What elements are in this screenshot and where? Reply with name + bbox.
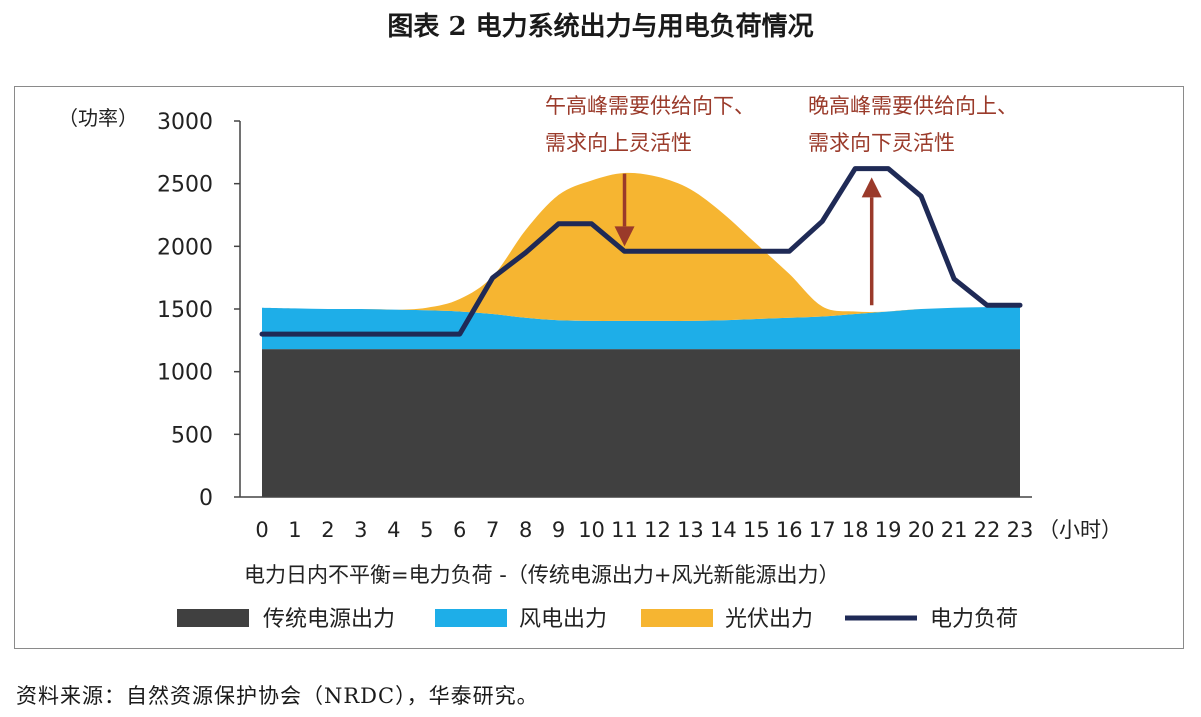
x-tick-label: 3 [354,518,367,542]
annotation-line1: 午高峰需要供给向下、 [545,94,755,118]
x-tick-label: 17 [809,518,836,542]
legend-swatch [435,609,507,627]
annotation-line2: 需求向下灵活性 [808,131,955,155]
y-tick-label: 0 [199,486,213,511]
imbalance-formula: 电力日内不平衡=电力负荷 -（传统电源出力+风光新能源出力） [244,563,839,587]
annotation-line2: 需求向上灵活性 [545,131,692,155]
y-tick-label: 1500 [157,298,213,323]
legend-label: 电力负荷 [930,607,1018,632]
x-tick-label: 6 [453,518,466,542]
x-tick-label: 16 [776,518,803,542]
annotation-arrow-head [861,177,882,198]
legend-label: 光伏出力 [725,607,813,632]
x-tick-label: 18 [842,518,869,542]
x-tick-label: 7 [486,518,499,542]
x-tick-label: 19 [875,518,902,542]
legend-label: 传统电源出力 [263,607,395,632]
y-axis-label: （功率） [58,106,138,130]
x-tick-label: 22 [974,518,1001,542]
x-tick-label: 23 [1007,518,1034,542]
x-tick-label: 4 [387,518,400,542]
legend-swatch [177,609,249,627]
x-tick-label: 2 [321,518,334,542]
x-tick-label: 12 [644,518,671,542]
x-tick-label: 11 [611,518,638,542]
load-line [259,166,1023,337]
x-tick-label: 0 [255,518,268,542]
x-tick-label: 1 [288,518,301,542]
y-tick-label: 1000 [157,361,213,386]
source-note: 资料来源：自然资源保护协会（NRDC），华泰研究。 [16,684,539,708]
chart-title: 图表 2 电力系统出力与用电负荷情况 [387,12,814,42]
legend-label: 风电出力 [519,607,607,632]
y-tick-label: 2500 [157,173,213,198]
x-tick-label: 14 [710,518,737,542]
legend-swatch [641,609,713,627]
annotation-arrow-head [614,226,635,247]
annotations: 午高峰需要供给向下、需求向上灵活性 晚高峰需要供给向上、需求向下灵活性 [545,94,1018,306]
x-axis-label: （小时） [1038,518,1122,542]
area-series-1 [262,349,1020,497]
annotation-line1: 晚高峰需要供给向上、 [808,94,1018,118]
x-tick-label: 20 [908,518,935,542]
chart-frame [14,86,1184,649]
legend: 传统电源出力 风电出力 光伏出力 电力负荷 [177,607,1018,632]
load-line-group [259,166,1023,337]
x-tick-label: 8 [519,518,532,542]
y-tick-label: 2000 [157,235,213,260]
stacked-areas [262,172,1020,497]
x-tick-label: 9 [552,518,565,542]
x-tick-label: 13 [677,518,704,542]
x-tick-label: 10 [578,518,605,542]
area-series-2 [262,306,1020,350]
x-tick-label: 5 [420,518,433,542]
area-series-3 [262,172,1020,321]
y-tick-label: 3000 [157,110,213,135]
x-tick-label: 21 [941,518,968,542]
y-tick-label: 500 [171,423,213,448]
x-tick-label: 15 [743,518,770,542]
